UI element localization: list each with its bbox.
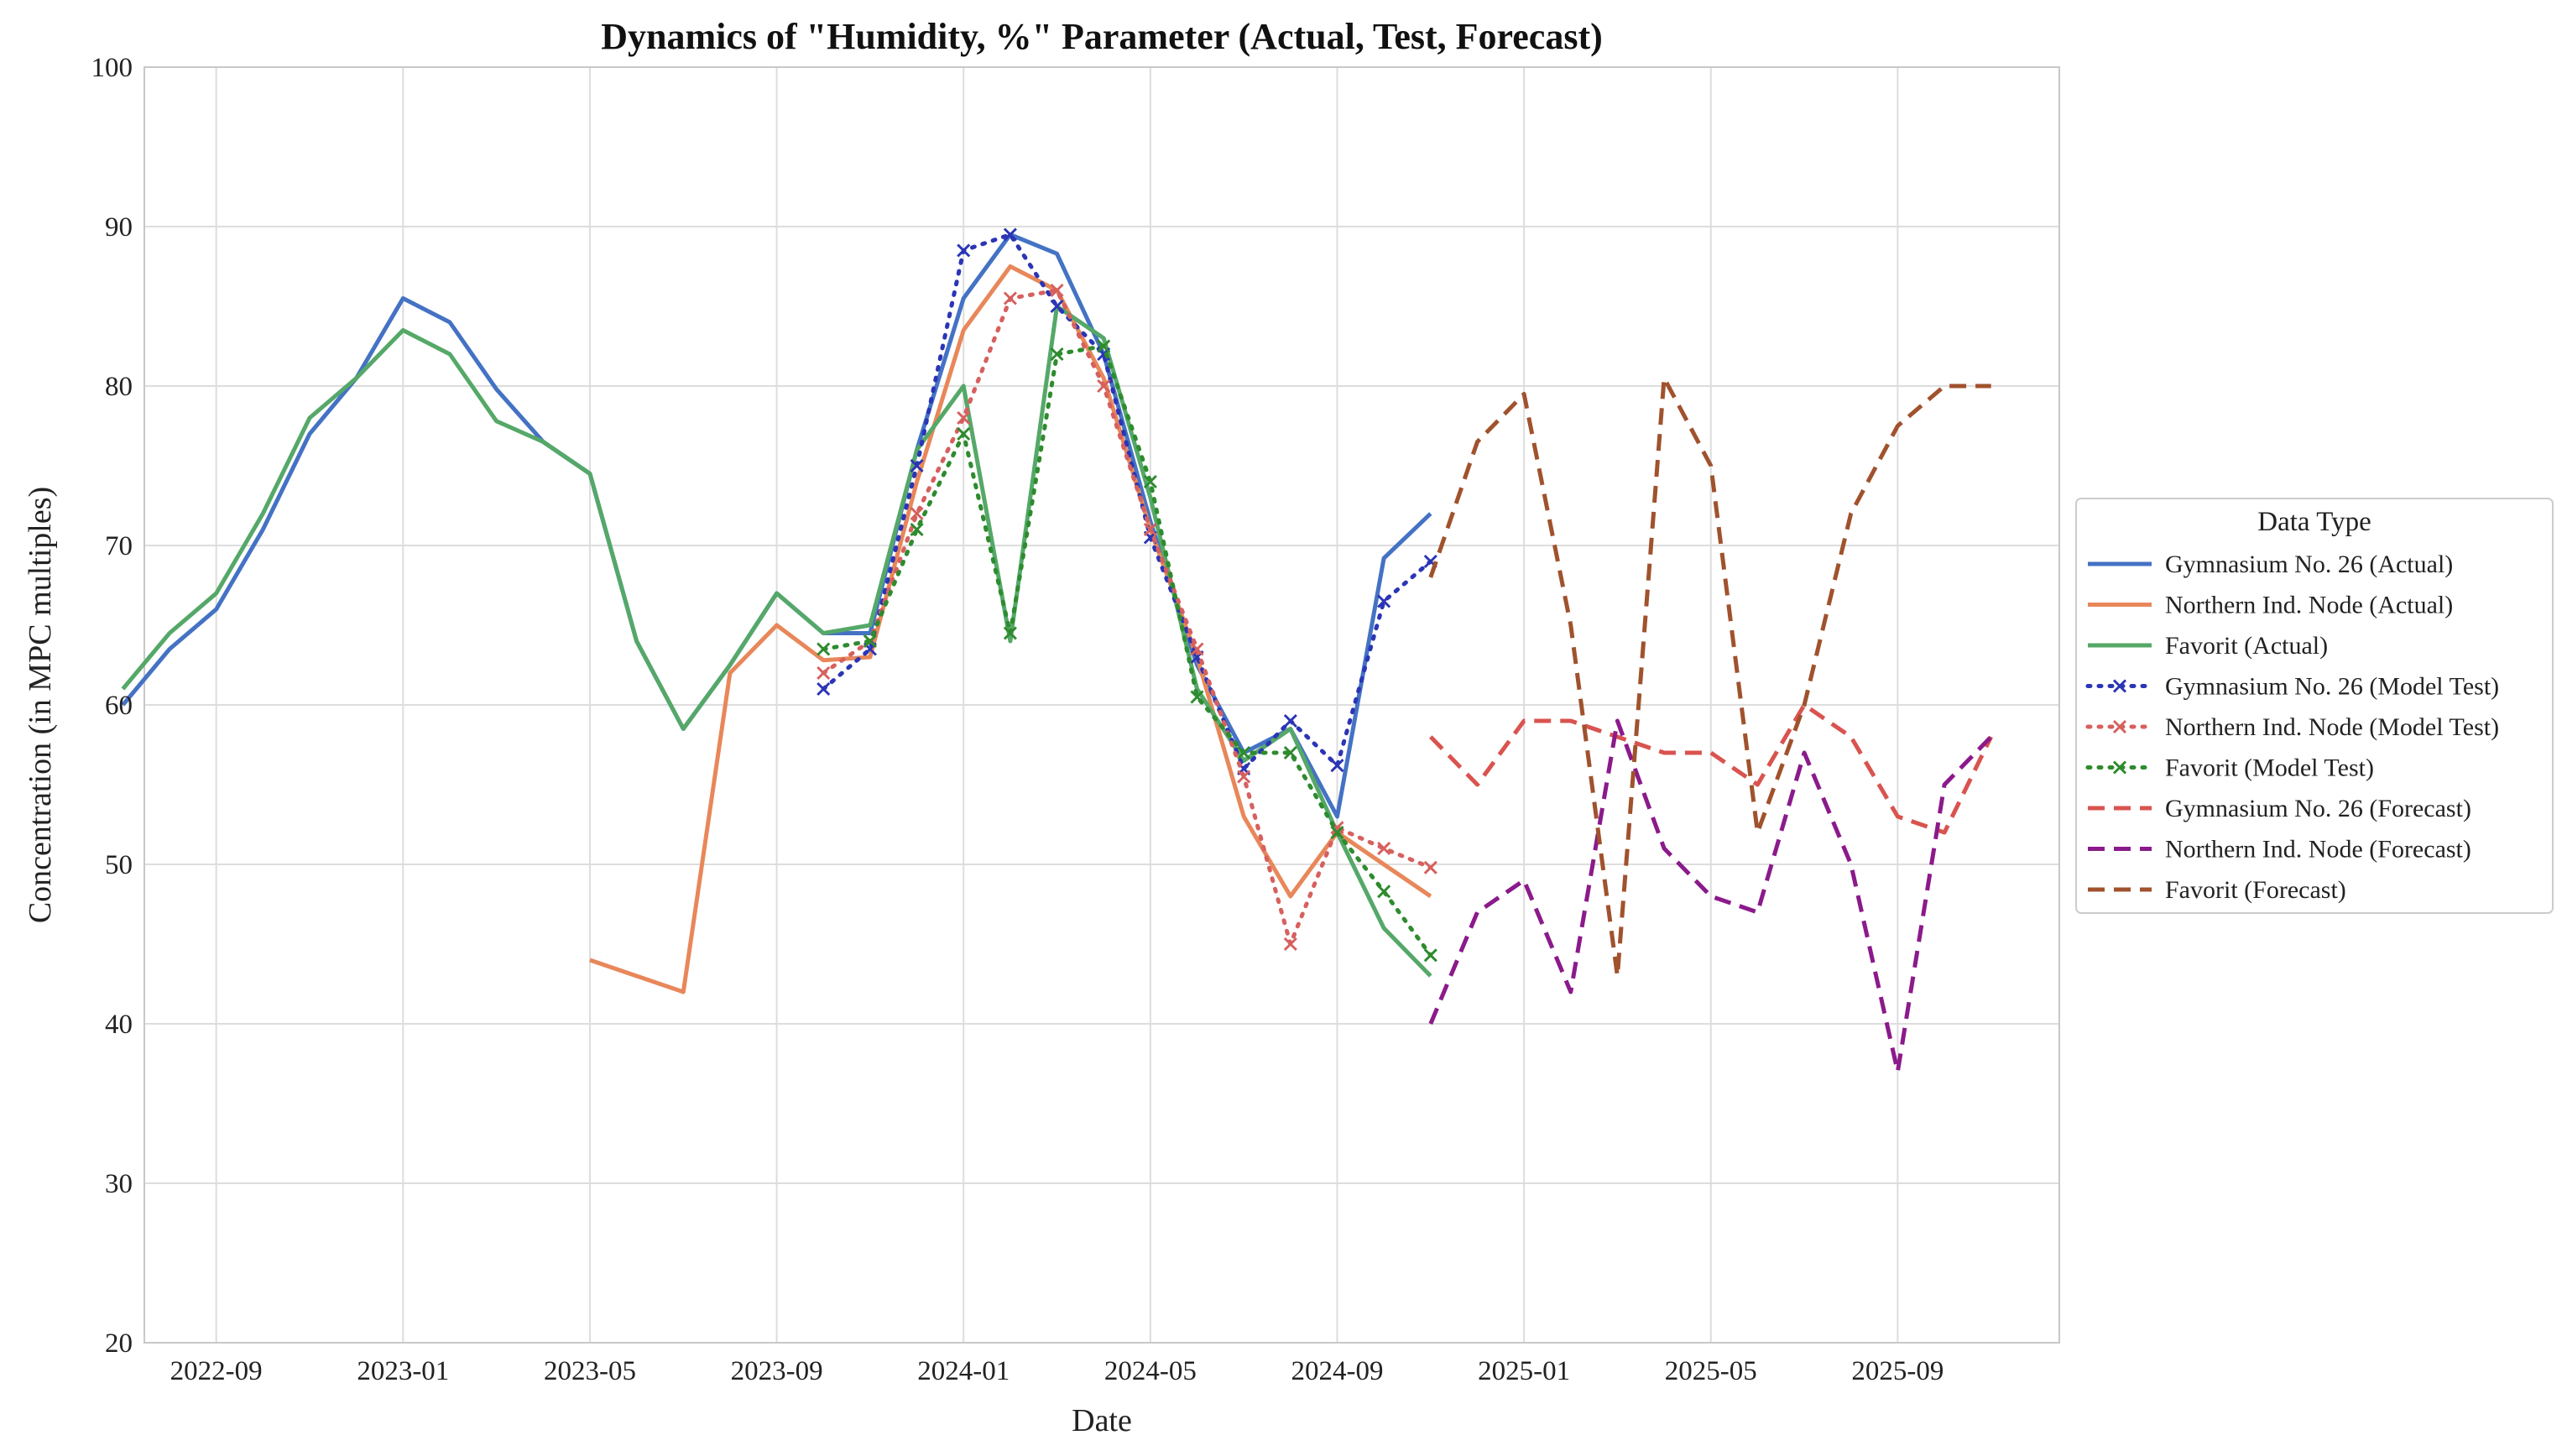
y-tick-label: 80 (105, 372, 133, 402)
data-point (1283, 713, 1297, 728)
legend-item: Northern Ind. Node (Model Test) (2085, 713, 2499, 741)
legend-label: Gymnasium No. 26 (Actual) (2165, 551, 2453, 578)
legend-box (2075, 498, 2554, 914)
series-gymnasium-no-26-model-test (817, 227, 1437, 776)
data-point (863, 634, 877, 649)
legend-item: Gymnasium No. 26 (Forecast) (2088, 795, 2471, 822)
legend-marker (2112, 719, 2127, 734)
legend-label: Northern Ind. Node (Model Test) (2165, 713, 2499, 741)
legend-label: Gymnasium No. 26 (Forecast) (2165, 795, 2471, 822)
y-tick-label: 30 (105, 1169, 133, 1199)
series-favorit-model-test (817, 339, 1437, 963)
data-point (1283, 937, 1297, 952)
y-tick-label: 40 (105, 1010, 133, 1040)
series-line (821, 344, 1433, 958)
data-point (1377, 841, 1391, 856)
x-tick-label: 2023-09 (731, 1356, 823, 1386)
data-point (1423, 948, 1437, 963)
y-axis-label: Concentration (in MPC multiples) (23, 487, 58, 923)
ticks-layer: 20 30 40 50 60 70 80 90 100 2022-09 2023-01 2023-05… (91, 53, 1944, 1386)
x-tick-label: 2025-09 (1851, 1356, 1944, 1386)
data-point (1097, 339, 1111, 353)
legend-label: Favorit (Actual) (2165, 632, 2328, 660)
data-point (1050, 283, 1064, 298)
legend-item: Favorit (Model Test) (2085, 754, 2374, 782)
data-point (1003, 227, 1017, 242)
data-point (1050, 347, 1064, 362)
x-tick-label: 2024-01 (917, 1356, 1010, 1386)
legend-label: Favorit (Model Test) (2165, 754, 2374, 782)
series-line (589, 264, 1432, 994)
series-line (1429, 702, 1993, 835)
chart-title: Dynamics of "Humidity, %" Parameter (Act… (601, 16, 1603, 57)
series-layer (121, 227, 1993, 1074)
data-point (1190, 642, 1204, 656)
data-point (957, 243, 971, 258)
series-favorit-forecast (1428, 376, 1991, 978)
series-gymnasium-no-26-forecast (1429, 702, 1993, 835)
legend-item: Gymnasium No. 26 (Model Test) (2085, 673, 2499, 701)
data-point (1237, 770, 1251, 784)
data-point (817, 642, 831, 656)
data-point (1377, 885, 1391, 899)
legend-items: Gymnasium No. 26 (Actual) Northern Ind. N… (2085, 551, 2499, 904)
x-tick-label: 2023-05 (544, 1356, 636, 1386)
data-point (1423, 860, 1437, 874)
y-tick-label: 70 (105, 531, 133, 561)
data-point (1050, 299, 1064, 314)
legend-item: Favorit (Forecast) (2088, 876, 2346, 904)
x-tick-label: 2025-05 (1665, 1356, 1757, 1386)
data-point (1377, 594, 1391, 608)
data-point (910, 506, 924, 521)
series-line (121, 304, 1432, 978)
series-line (1428, 376, 1991, 978)
legend-item: Gymnasium No. 26 (Actual) (2088, 551, 2453, 578)
y-tick-label: 20 (105, 1328, 133, 1359)
x-tick-label: 2025-01 (1478, 1356, 1570, 1386)
series-northern-ind-node-actual (589, 264, 1432, 994)
x-axis-label: Date (1072, 1403, 1132, 1438)
legend-marker (2112, 679, 2127, 693)
data-point (1237, 745, 1251, 760)
data-point (817, 681, 831, 697)
series-line (821, 288, 1433, 947)
y-tick-label: 50 (105, 850, 133, 880)
legend-label: Northern Ind. Node (Forecast) (2165, 836, 2471, 864)
data-point (957, 426, 971, 441)
x-tick-label: 2022-09 (170, 1356, 263, 1386)
legend-marker (2112, 760, 2127, 775)
legend: Data Type Gymnasium No. 26 (Actual) North… (2075, 498, 2554, 914)
data-point (1330, 759, 1344, 773)
data-point (1003, 291, 1017, 305)
data-point (957, 410, 971, 425)
y-tick-label: 90 (105, 212, 133, 243)
series-line (821, 232, 1433, 771)
data-point (1143, 474, 1157, 489)
y-tick-label: 60 (105, 691, 133, 721)
data-point (1097, 378, 1111, 394)
plot-frame (143, 66, 2060, 1344)
x-tick-label: 2024-09 (1291, 1356, 1383, 1386)
data-point (1190, 690, 1204, 704)
legend-item: Northern Ind. Node (Actual) (2088, 592, 2453, 619)
legend-label: Northern Ind. Node (Actual) (2165, 592, 2453, 619)
data-point (1283, 745, 1297, 760)
data-point (910, 458, 924, 473)
legend-label: Favorit (Forecast) (2165, 876, 2346, 904)
data-point (1143, 522, 1157, 537)
legend-label: Gymnasium No. 26 (Model Test) (2165, 673, 2499, 701)
data-point (910, 522, 924, 537)
series-favorit-actual (121, 304, 1432, 978)
x-tick-label: 2024-05 (1104, 1356, 1197, 1386)
data-point (817, 665, 831, 681)
legend-item: Favorit (Actual) (2088, 632, 2328, 660)
legend-title: Data Type (2257, 507, 2371, 537)
y-tick-label: 100 (91, 53, 133, 83)
data-point (1330, 825, 1344, 840)
x-tick-label: 2023-01 (357, 1356, 449, 1386)
legend-item: Northern Ind. Node (Forecast) (2088, 836, 2471, 864)
data-point (1003, 626, 1017, 640)
